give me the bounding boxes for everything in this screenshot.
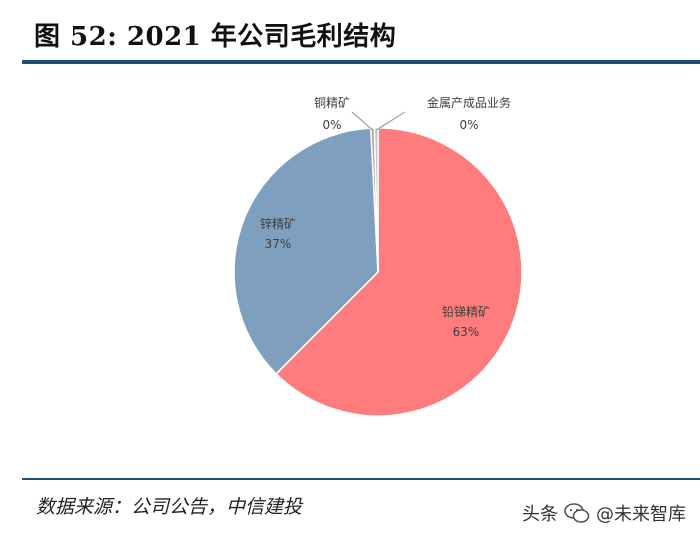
page-title: 图 52: 2021 年公司毛利结构 <box>34 22 397 52</box>
source-note: 数据来源：公司公告，中信建投 <box>36 496 303 518</box>
watermark-prefix: 头条 <box>522 504 558 525</box>
slice-label-zinc: 锌精矿 <box>260 217 296 231</box>
watermark-handle: @未来智库 <box>596 504 686 525</box>
slice-value-lead-antimony: 63% <box>453 325 480 339</box>
wechat-icon <box>564 503 590 523</box>
slice-lead-antimony <box>275 127 523 417</box>
slice-label-metal-products: 金属产成品业务 <box>427 95 511 110</box>
pie-slices <box>233 127 523 417</box>
bottom-rule <box>22 478 700 480</box>
slice-label-lead-antimony: 铅锑精矿 <box>442 305 490 319</box>
leader-copper <box>351 111 374 131</box>
leader-metal-products <box>375 111 406 131</box>
leader-lines <box>351 111 406 131</box>
slice-value-zinc: 37% <box>265 237 292 251</box>
slice-metal-products <box>373 127 379 273</box>
watermark: 头条 @未来智库 <box>522 500 686 526</box>
top-rule <box>22 60 700 64</box>
slice-value-copper: 0% <box>322 118 341 132</box>
slice-label-copper: 铜精矿 <box>314 95 350 110</box>
slice-zinc <box>233 127 379 375</box>
pie-chart: 铅锑精矿 63% 锌精矿 37% 铜精矿 0% 金属产成品业务 0% <box>233 95 523 417</box>
slice-value-metal-products: 0% <box>459 118 478 132</box>
